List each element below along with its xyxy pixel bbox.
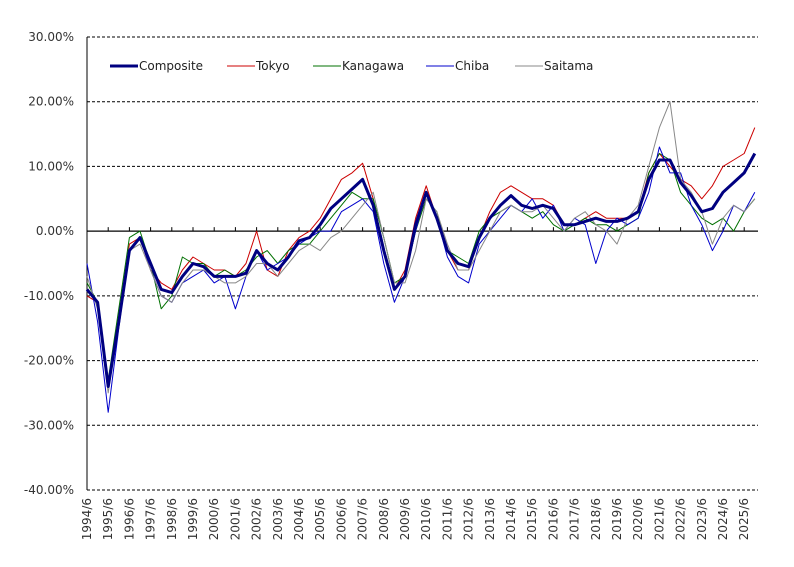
series-chiba <box>86 146 756 413</box>
x-tick-label: 2021/6 <box>652 498 666 540</box>
legend-label: Kanagawa <box>342 59 404 73</box>
x-tick-label: 2002/6 <box>250 498 264 540</box>
x-tick-label: 2001/6 <box>228 498 242 540</box>
x-tick-label: 2003/6 <box>271 498 285 540</box>
legend-label: Chiba <box>455 59 489 73</box>
x-tick-label: 2023/6 <box>695 498 709 540</box>
legend-label: Saitama <box>544 59 593 73</box>
legend-item-kanagawa: Kanagawa <box>313 59 404 73</box>
y-tick-label: -10.00% <box>24 289 74 303</box>
x-tick-label: 1998/6 <box>165 498 179 540</box>
x-tick-label: 2009/6 <box>398 498 412 540</box>
x-tick-label: 2004/6 <box>292 498 306 540</box>
x-tick-label: 2017/6 <box>568 498 582 540</box>
legend-item-composite: Composite <box>110 59 203 73</box>
x-tick-label: 2016/6 <box>546 498 560 540</box>
x-tick-label: 2024/6 <box>716 498 730 540</box>
gridlines <box>87 36 758 491</box>
x-tick-label: 1999/6 <box>186 498 200 540</box>
x-tick-label: 2019/6 <box>610 498 624 540</box>
x-tick-label: 2006/6 <box>334 498 348 540</box>
x-tick-label: 2020/6 <box>631 498 645 540</box>
x-tick-label: 2008/6 <box>377 498 391 540</box>
y-tick-label: -20.00% <box>24 354 74 368</box>
y-tick-label: 30.00% <box>28 30 74 44</box>
y-tick-label: 20.00% <box>28 95 74 109</box>
legend-label: Tokyo <box>255 59 290 73</box>
legend-item-tokyo: Tokyo <box>227 59 290 73</box>
x-tick-label: 2025/6 <box>737 498 751 540</box>
x-tick-label: 2000/6 <box>207 498 221 540</box>
x-tick-label: 2022/6 <box>674 498 688 540</box>
y-tick-label: -30.00% <box>24 418 74 432</box>
x-axis: 1994/6 1995/6 1996/6 1997/6 1998/6 1999/6 2000… <box>80 227 758 540</box>
y-tick-label: 0.00% <box>36 224 74 238</box>
legend: Composite Tokyo Kanagawa Chiba Saitama <box>110 59 593 73</box>
x-tick-label: 2007/6 <box>356 498 370 540</box>
x-tick-label: 2018/6 <box>589 498 603 540</box>
legend-item-chiba: Chiba <box>426 59 489 73</box>
series-composite <box>85 152 757 388</box>
x-tick-label: 2014/6 <box>504 498 518 540</box>
series-lines <box>85 101 757 413</box>
x-tick-label: 2010/6 <box>419 498 433 540</box>
legend-item-saitama: Saitama <box>515 59 593 73</box>
x-tick-label: 2005/6 <box>313 498 327 540</box>
x-tick-label: 1997/6 <box>144 498 158 540</box>
x-tick-label: 1994/6 <box>80 498 94 540</box>
y-tick-label: -40.00% <box>24 483 74 497</box>
x-tick-label: 1995/6 <box>101 498 115 540</box>
y-tick-label: 10.00% <box>28 159 74 173</box>
x-tick-label: 1996/6 <box>122 498 136 540</box>
series-saitama <box>86 101 756 394</box>
x-tick-label: 2015/6 <box>525 498 539 540</box>
x-tick-label: 2013/6 <box>483 498 497 540</box>
series-kanagawa <box>86 153 756 381</box>
x-tick-label: 2011/6 <box>440 498 454 540</box>
y-axis: 30.00% 20.00% 10.00% 0.00% -10.00% -20.00% -30… <box>24 30 88 497</box>
legend-label: Composite <box>139 59 203 73</box>
x-tick-label: 2012/6 <box>462 498 476 540</box>
